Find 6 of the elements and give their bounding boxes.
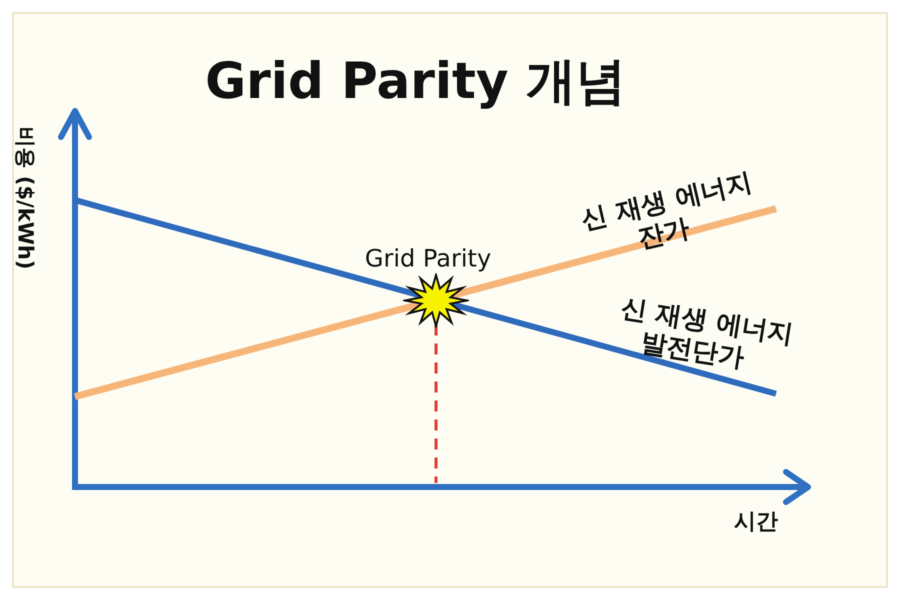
text: 신 재생 에너지 발전단가 xyxy=(618,293,796,374)
x-axis-title: 시간 xyxy=(734,510,778,535)
y-axis-title: 비용 ($/kWh) xyxy=(14,126,38,270)
chart-title: Grid Parity 개념 xyxy=(205,52,626,110)
annotation: Grid Parity xyxy=(364,244,492,272)
text: 신 재생 에너지 잔가 xyxy=(578,167,755,254)
